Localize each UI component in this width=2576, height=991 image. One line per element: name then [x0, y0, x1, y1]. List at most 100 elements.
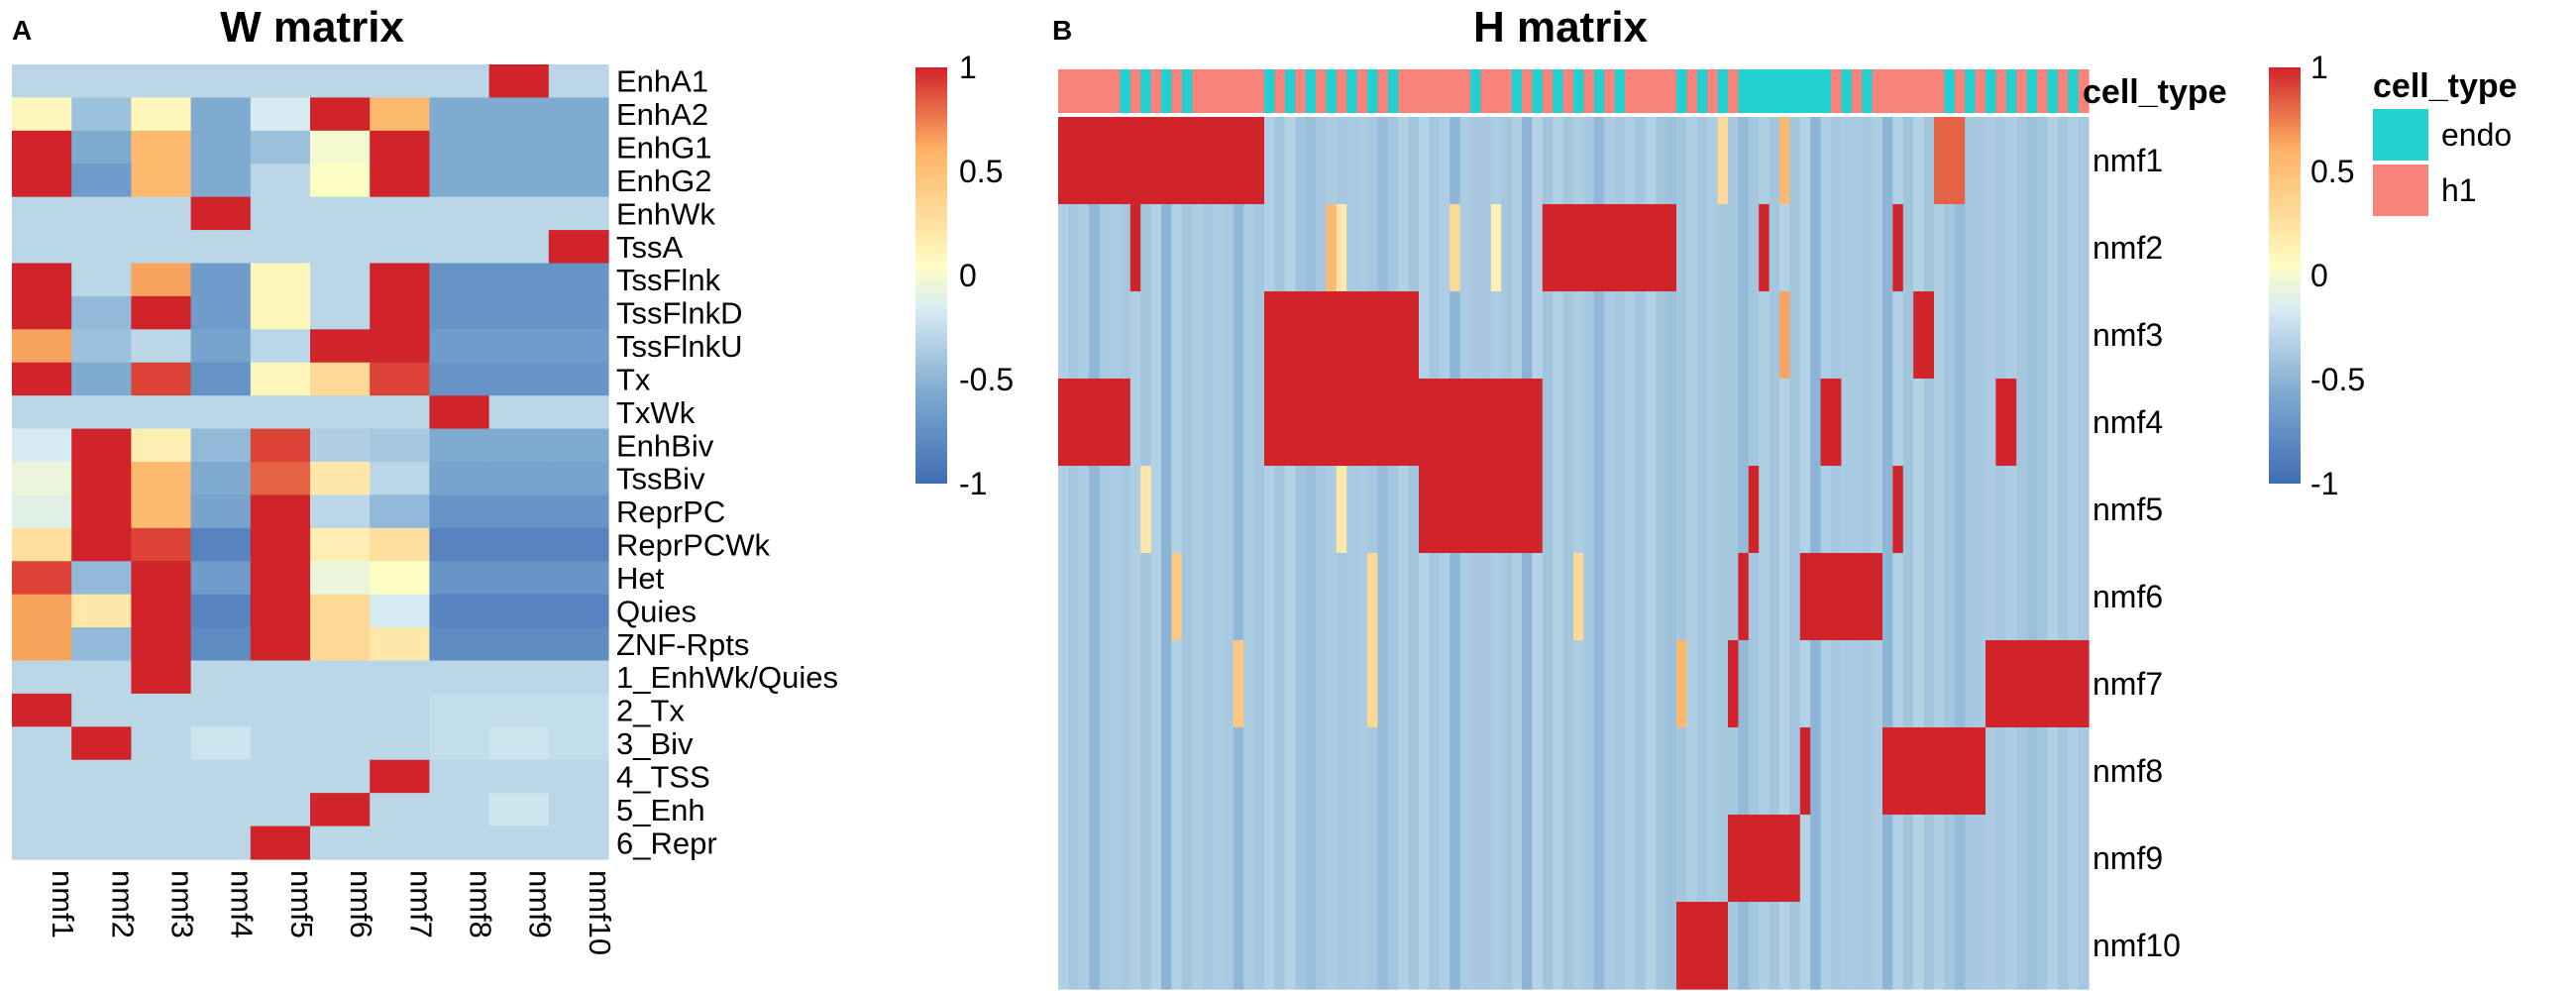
w-cell: [250, 594, 311, 628]
h-cell: [1696, 640, 1708, 728]
h-cell: [1089, 291, 1101, 380]
h-cell: [1449, 815, 1461, 903]
h-cell: [1923, 902, 1935, 990]
h-cell: [1625, 902, 1636, 990]
w-cell: [131, 164, 192, 198]
w-cell: [488, 64, 550, 99]
h-cell: [1717, 466, 1729, 554]
h-cell: [1759, 466, 1771, 554]
cell-type-cell: [1150, 69, 1162, 113]
h-cell: [2037, 204, 2048, 292]
h-cell: [1408, 640, 1420, 728]
h-cell: [1068, 727, 1080, 816]
h-cell: [1356, 553, 1368, 641]
w-cell: [131, 263, 192, 297]
w-row-label: 6_Repr: [616, 826, 717, 860]
h-cell: [1934, 466, 1945, 554]
h-cell: [1161, 204, 1172, 292]
h-cell: [1192, 553, 1204, 641]
h-cell: [1274, 466, 1286, 554]
cell-type-cell: [1490, 69, 1502, 113]
h-cell: [2047, 466, 2059, 554]
panel-a-letter: A: [12, 15, 32, 46]
w-cell: [310, 329, 371, 364]
h-cell: [2026, 204, 2038, 292]
w-cell: [548, 462, 609, 496]
h-cell: [1058, 291, 1069, 380]
h-cell: [1759, 291, 1771, 380]
h-cell: [1573, 204, 1584, 292]
h-cell: [1573, 553, 1584, 641]
h-cell: [1181, 466, 1193, 554]
h-cell: [1553, 204, 1564, 292]
w-cell: [488, 527, 550, 562]
w-row-label: EnhA2: [616, 97, 708, 132]
h-cell: [1769, 640, 1780, 728]
h-cell: [1562, 379, 1574, 467]
h-cell: [1490, 815, 1502, 903]
h-cell: [1902, 204, 1914, 292]
h-cell: [1553, 815, 1564, 903]
h-cell: [1872, 815, 1883, 903]
h-cell: [1284, 640, 1296, 728]
h-cell: [1120, 379, 1131, 467]
h-cell: [1470, 727, 1481, 816]
h-cell: [1892, 553, 1904, 641]
h-cell: [1573, 117, 1584, 205]
h-cell: [1110, 117, 1121, 205]
h-cell: [1058, 902, 1069, 990]
h-cell: [1429, 727, 1441, 816]
h-cell: [1213, 291, 1224, 380]
h-cell: [1192, 204, 1204, 292]
h-cell: [1326, 204, 1338, 292]
h-cell: [1583, 204, 1595, 292]
h-cell: [1511, 640, 1523, 728]
w-cell: [488, 495, 550, 529]
h-cell: [1470, 204, 1481, 292]
h-cell: [2005, 117, 2017, 205]
h-cell: [1264, 640, 1275, 728]
h-cell: [1902, 640, 1914, 728]
w-cell: [12, 130, 72, 165]
cell-type-cell: [1759, 69, 1771, 113]
h-cell: [1696, 815, 1708, 903]
h-cell: [1387, 204, 1399, 292]
h-cell: [1480, 815, 1492, 903]
cell-type-cell: [1408, 69, 1420, 113]
h-row-label: nmf8: [2093, 753, 2163, 789]
h-cell: [1284, 466, 1296, 554]
h-cell: [1748, 379, 1760, 467]
h-cell: [1367, 640, 1378, 728]
h-cell: [1233, 902, 1244, 990]
h-cell: [1078, 640, 1090, 728]
h-cell: [1799, 204, 1811, 292]
color-scale-tick: -0.5: [959, 362, 1014, 397]
h-row-label: nmf4: [2093, 404, 2163, 440]
w-cell: [12, 64, 72, 99]
h-cell: [1696, 902, 1708, 990]
h-cell: [1676, 815, 1687, 903]
h-cell: [1120, 640, 1131, 728]
h-cell: [1696, 553, 1708, 641]
h-cell: [1810, 553, 1822, 641]
w-cell: [429, 164, 490, 198]
h-cell: [1068, 640, 1080, 728]
h-cell: [1965, 553, 1977, 641]
w-cell: [310, 428, 371, 463]
h-cell: [1686, 117, 1698, 205]
h-cell: [2016, 640, 2028, 728]
h-cell: [2016, 117, 2028, 205]
w-cell: [429, 395, 490, 430]
cell-type-cell: [1645, 69, 1657, 113]
w-cell: [548, 362, 609, 396]
h-cell: [1810, 117, 1822, 205]
h-cell: [1120, 466, 1131, 554]
h-cell: [1253, 902, 1265, 990]
h-cell: [2037, 727, 2048, 816]
w-cell: [190, 561, 252, 596]
h-cell: [1954, 815, 1966, 903]
h-cell: [1078, 466, 1090, 554]
h-cell: [1604, 902, 1616, 990]
h-cell: [1965, 117, 1977, 205]
h-cell: [1326, 815, 1338, 903]
